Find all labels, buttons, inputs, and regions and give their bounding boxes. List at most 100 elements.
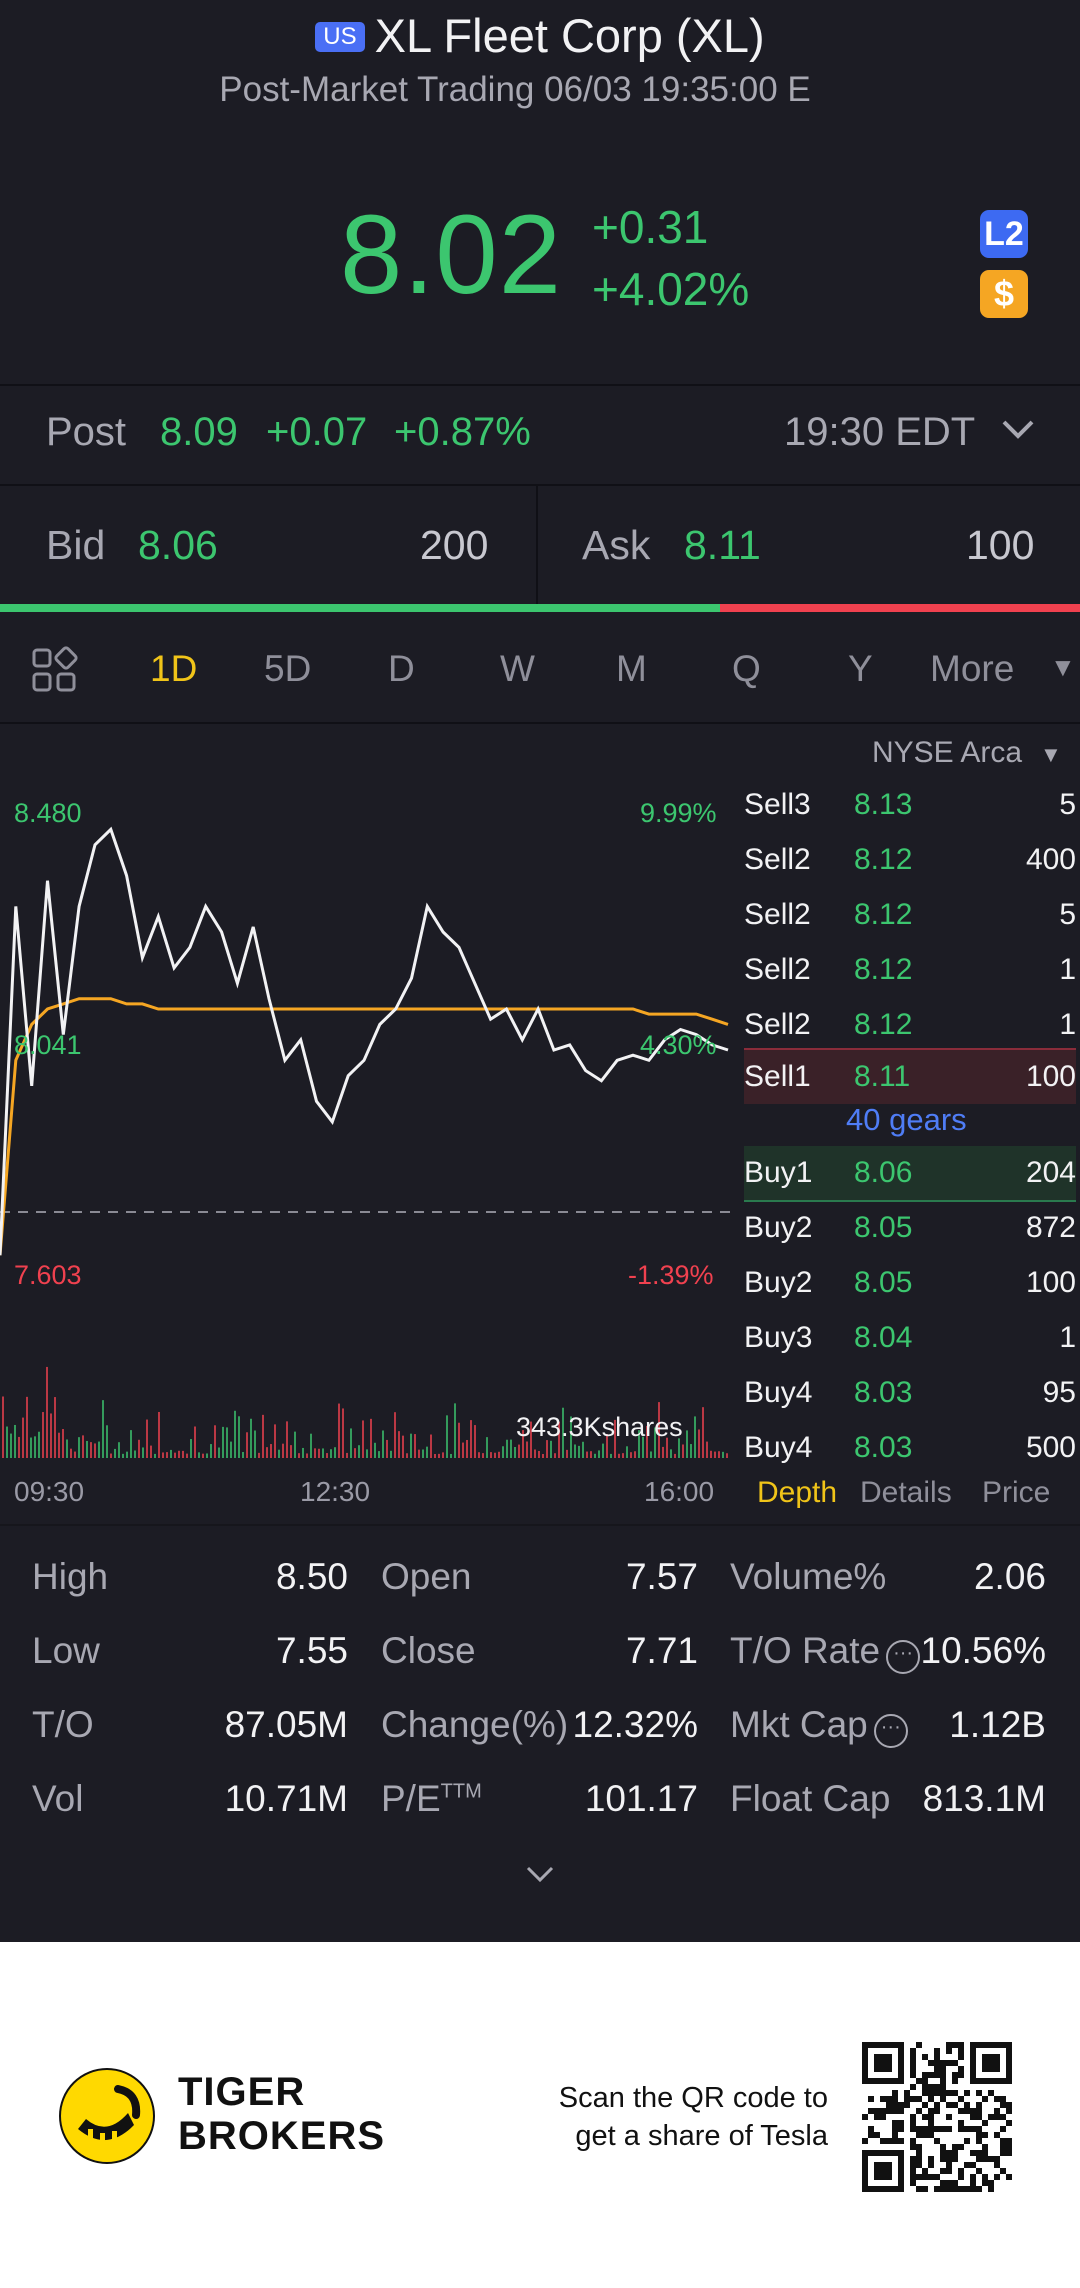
volume-bar (10, 1433, 12, 1458)
tab-m[interactable]: M (616, 648, 647, 689)
chevron-down-icon[interactable] (520, 1860, 560, 1890)
volume-bar (302, 1447, 304, 1458)
volume-bar (82, 1435, 84, 1458)
volume-bar (114, 1448, 116, 1458)
volume-bar (374, 1442, 376, 1458)
volume-bar (346, 1452, 348, 1458)
close-value: 7.71 (625, 1630, 698, 1671)
volume-bar (534, 1449, 536, 1458)
volume-bar (6, 1426, 8, 1458)
volume-bar (134, 1450, 136, 1458)
post-market-row[interactable]: Post 8.09 +0.07 +0.87% 19:30 EDT (0, 386, 1080, 484)
volume-bar (86, 1440, 88, 1458)
volume-bar (330, 1449, 332, 1458)
ask-size: 100 (966, 522, 1035, 568)
time-axis-start: 09:30 (14, 1476, 85, 1507)
tab-1d[interactable]: 1D (150, 648, 198, 689)
volume-bar (326, 1453, 328, 1458)
buy-row: Buy4 8.03 500 (744, 1431, 1076, 1464)
chevron-down-icon[interactable] (1000, 414, 1036, 444)
volume-bar (102, 1400, 104, 1458)
volume-bar (518, 1444, 520, 1458)
grid-icon[interactable] (30, 646, 78, 694)
volume-bar (186, 1453, 188, 1458)
volume-bar (166, 1452, 168, 1458)
mkt-cap-value: 1.12B (949, 1704, 1046, 1745)
volume-bar (658, 1402, 660, 1458)
volume-bar (526, 1441, 528, 1458)
volume-bar (626, 1446, 628, 1458)
volume-bar (378, 1451, 380, 1458)
tab-w[interactable]: W (500, 648, 535, 689)
volume-bar (382, 1430, 384, 1458)
volume-bar (666, 1437, 668, 1458)
volume-bar (542, 1453, 544, 1458)
volume-bar (170, 1449, 172, 1458)
volume-bar (306, 1453, 308, 1458)
volume-bar (90, 1442, 92, 1458)
dollar-icon[interactable]: $ (980, 270, 1028, 318)
volume-bar (690, 1444, 692, 1458)
promo-text: get a share of Tesla (575, 2120, 828, 2152)
last-price: 8.02 (340, 192, 562, 317)
level2-icon[interactable]: L2 (980, 210, 1028, 258)
tab-price[interactable]: Price (982, 1476, 1051, 1509)
volume-bar (506, 1439, 508, 1458)
volume-bar (406, 1453, 408, 1458)
tab-d[interactable]: D (388, 648, 415, 689)
volume-bar (126, 1451, 128, 1458)
volume-bar (58, 1432, 60, 1458)
tab-y[interactable]: Y (848, 648, 873, 689)
low-label: Low (32, 1630, 100, 1671)
tab-depth[interactable]: Depth (757, 1476, 838, 1509)
volume-bar (490, 1452, 492, 1458)
volume-bar (590, 1451, 592, 1458)
volume-bar (242, 1452, 244, 1458)
volume-bar (622, 1453, 624, 1458)
caret-down-icon[interactable]: ▼ (1050, 652, 1076, 682)
volume-bar (498, 1451, 500, 1458)
caret-down-icon[interactable]: ▼ (1040, 742, 1062, 767)
post-change: +0.07 (266, 410, 368, 454)
volume-bar (706, 1441, 708, 1458)
tab-5d[interactable]: 5D (264, 648, 312, 689)
volume-bar (34, 1436, 36, 1458)
trading-status: Post-Market Trading 06/03 19:35:00 E (219, 70, 811, 109)
volume-bar (2, 1396, 4, 1458)
volume-bar (482, 1453, 484, 1458)
post-label: Post (46, 410, 127, 454)
volume-bar (434, 1453, 436, 1458)
average-price-line (0, 997, 729, 1256)
volume-bar (570, 1416, 572, 1458)
volume-bar (22, 1417, 24, 1458)
volume-bar (578, 1445, 580, 1458)
volume-bar (554, 1453, 556, 1458)
ask-price: 8.11 (684, 522, 761, 568)
tab-q[interactable]: Q (732, 648, 761, 689)
volume-pct-label: Volume% (730, 1556, 887, 1597)
market-badge: US (315, 22, 365, 52)
divider (536, 486, 538, 604)
gears-link[interactable]: 40 gears (846, 1102, 967, 1137)
high-label: High (32, 1556, 109, 1597)
volume-bar (286, 1421, 288, 1458)
volume-bar (18, 1436, 20, 1458)
volume-bar (454, 1403, 456, 1458)
qr-code (862, 2042, 1012, 2192)
intraday-chart[interactable] (0, 724, 735, 1464)
bid-ask-row: Bid 8.06 200 Ask 8.11 100 (0, 486, 1080, 604)
volume-bar (78, 1437, 80, 1458)
volume-bar (398, 1431, 400, 1458)
volume-bar (162, 1452, 164, 1458)
volume-bar (258, 1452, 260, 1458)
open-label: Open (381, 1556, 472, 1597)
volume-bar (574, 1444, 576, 1458)
pe-value: 101.17 (584, 1778, 698, 1819)
tab-more[interactable]: More (930, 648, 1015, 689)
info-icon[interactable]: ··· (873, 1714, 908, 1748)
turnover-label: T/O (32, 1704, 94, 1745)
info-icon[interactable]: ··· (886, 1640, 921, 1674)
volume-bar (546, 1440, 548, 1458)
tab-details[interactable]: Details (860, 1476, 952, 1509)
exchange-select[interactable]: NYSE Arca (872, 736, 1023, 769)
